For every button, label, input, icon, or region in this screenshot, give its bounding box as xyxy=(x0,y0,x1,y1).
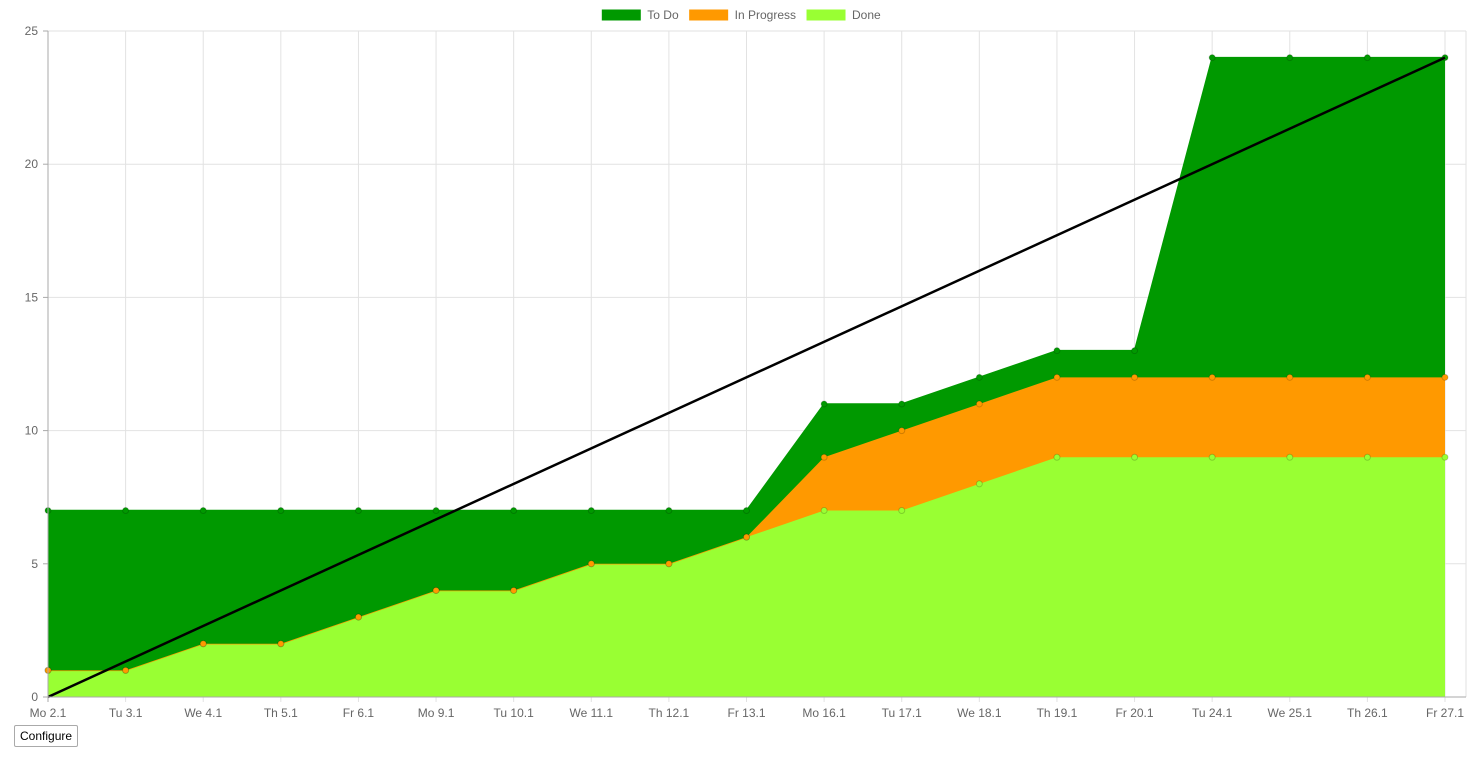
legend-item-to-do[interactable]: To Do xyxy=(600,8,679,22)
x-tick-label: Fr 27.1 xyxy=(1426,706,1464,720)
point-to-do xyxy=(1131,347,1139,355)
series-points xyxy=(44,54,1449,674)
point-done xyxy=(1053,453,1061,461)
x-tick-label: Th 19.1 xyxy=(1037,706,1078,720)
point-to-do xyxy=(743,507,750,515)
point-done xyxy=(820,507,828,515)
point-in-progress xyxy=(975,400,983,408)
legend: To Do In Progress Done xyxy=(600,8,881,22)
x-tick-label: We 4.1 xyxy=(184,706,222,720)
point-to-do xyxy=(277,507,285,515)
legend-swatch xyxy=(600,8,642,22)
x-tick-label: Tu 3.1 xyxy=(109,706,143,720)
area-to-do xyxy=(48,57,1445,671)
legend-swatch xyxy=(805,8,847,22)
x-tick-label: Tu 17.1 xyxy=(882,706,923,720)
point-to-do xyxy=(199,507,207,515)
legend-label: Done xyxy=(852,8,881,22)
x-tick-label: Th 26.1 xyxy=(1347,706,1388,720)
legend-label: To Do xyxy=(647,8,679,22)
point-in-progress xyxy=(432,586,440,594)
point-in-progress xyxy=(587,560,595,568)
ideal-line-layer xyxy=(47,56,1446,699)
x-tick-label: Tu 10.1 xyxy=(494,706,535,720)
x-tick-label: Mo 9.1 xyxy=(418,706,455,720)
y-tick-label: 5 xyxy=(31,557,38,571)
point-in-progress xyxy=(122,666,130,674)
point-in-progress xyxy=(354,613,362,621)
point-to-do xyxy=(975,373,983,381)
area-done xyxy=(48,457,1445,697)
point-to-do xyxy=(587,507,595,515)
point-to-do xyxy=(820,400,828,408)
point-in-progress xyxy=(820,453,828,461)
legend-label: In Progress xyxy=(735,8,796,22)
point-in-progress xyxy=(510,586,518,594)
point-done xyxy=(1286,453,1294,461)
point-in-progress xyxy=(1053,373,1061,381)
point-in-progress xyxy=(743,533,750,541)
x-tick-label: Mo 16.1 xyxy=(802,706,846,720)
y-tick-label: 25 xyxy=(25,24,39,38)
y-tick-label: 15 xyxy=(25,290,39,304)
configure-button[interactable]: Configure xyxy=(14,725,79,747)
y-tick-label: 0 xyxy=(31,690,38,704)
point-to-do xyxy=(122,507,130,515)
axes: 0 5 10 15 20 25 Mo 2.1 Tu 3.1 We 4.1 Th 5.1 Fr 6.1… xyxy=(25,24,1466,720)
point-in-progress xyxy=(898,427,906,435)
point-done xyxy=(1441,453,1449,461)
point-in-progress xyxy=(1441,373,1449,381)
ideal-line xyxy=(47,56,1446,699)
point-to-do xyxy=(1053,347,1061,355)
point-to-do xyxy=(510,507,518,515)
y-tick-label: 10 xyxy=(25,424,39,438)
point-in-progress xyxy=(1131,373,1139,381)
area-in-progress xyxy=(48,377,1445,671)
point-to-do xyxy=(1363,54,1371,62)
x-tick-label: Fr 6.1 xyxy=(343,706,375,720)
point-to-do xyxy=(432,507,440,515)
x-tick-label: We 18.1 xyxy=(957,706,1002,720)
point-to-do xyxy=(898,400,906,408)
point-to-do xyxy=(354,507,362,515)
point-in-progress xyxy=(665,560,673,568)
point-in-progress xyxy=(1208,373,1216,381)
y-tick-label: 20 xyxy=(25,157,39,171)
point-done xyxy=(1131,453,1139,461)
point-to-do xyxy=(1286,54,1294,62)
legend-item-done[interactable]: Done xyxy=(805,8,881,22)
point-in-progress xyxy=(277,640,285,648)
legend-item-in-progress[interactable]: In Progress xyxy=(688,8,796,22)
x-tick-label: Fr 20.1 xyxy=(1116,706,1154,720)
point-in-progress xyxy=(1363,373,1371,381)
x-tick-label: Th 5.1 xyxy=(264,706,298,720)
legend-swatch xyxy=(688,8,730,22)
point-done xyxy=(975,480,983,488)
x-tick-label: We 25.1 xyxy=(1268,706,1313,720)
point-in-progress xyxy=(199,640,207,648)
x-tick-label: We 11.1 xyxy=(569,706,613,720)
point-in-progress xyxy=(1286,373,1294,381)
point-to-do xyxy=(1208,54,1216,62)
x-tick-label: Fr 13.1 xyxy=(727,706,765,720)
point-done xyxy=(1363,453,1371,461)
point-to-do xyxy=(665,507,673,515)
x-tick-label: Mo 2.1 xyxy=(30,706,67,720)
x-tick-label: Tu 24.1 xyxy=(1192,706,1233,720)
point-done xyxy=(898,507,906,515)
x-tick-label: Th 12.1 xyxy=(649,706,690,720)
point-done xyxy=(1208,453,1216,461)
